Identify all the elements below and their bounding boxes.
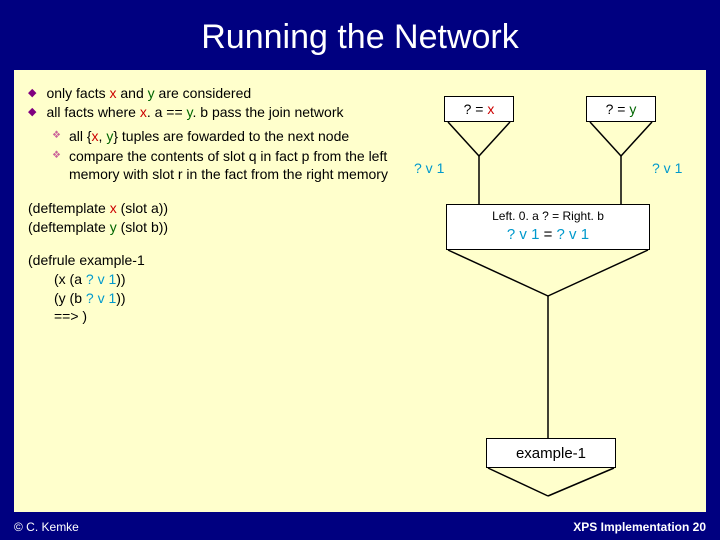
bullet-1-x: x xyxy=(110,85,117,101)
label-v1-right: ? v 1 xyxy=(652,160,682,176)
code-line-1: (deftemplate x (slot a)) xyxy=(28,199,388,218)
code-block: (deftemplate x (slot a)) (deftemplate y … xyxy=(28,199,388,326)
slide-title: Running the Network xyxy=(0,0,720,67)
node-x: ? = x xyxy=(444,96,514,122)
code-line-4: (x (a ? v 1)) xyxy=(28,270,388,289)
sub-bullet-2: ❖ compare the contents of slot q in fact… xyxy=(52,147,388,183)
code-line-3: (defrule example-1 xyxy=(28,251,388,270)
sub-1-a: all { xyxy=(69,128,92,144)
join-eq: ? v 1 = ? v 1 xyxy=(447,225,649,245)
diamond-icon: ❖ xyxy=(52,149,61,162)
footer-copyright: © C. Kemke xyxy=(14,520,79,534)
content-panel: ◆ only facts x and y are considered ◆ al… xyxy=(14,70,706,512)
join-condition: Left. 0. a ? = Right. b xyxy=(447,209,649,225)
bullet-1-text-b: and xyxy=(117,85,148,101)
bullet-1-text-c: are considered xyxy=(155,85,252,101)
footer-page: XPS Implementation 20 xyxy=(573,520,706,534)
bullet-2-x: x xyxy=(140,104,147,120)
bullet-2-text-b: . a == xyxy=(147,104,187,120)
bullet-1-text-a: only facts xyxy=(46,85,109,101)
code-line-5: (y (b ? v 1)) xyxy=(28,289,388,308)
diamond-icon: ❖ xyxy=(52,129,61,142)
sub-2-text: compare the contents of slot q in fact p… xyxy=(69,147,388,183)
join-node: Left. 0. a ? = Right. b ? v 1 = ? v 1 xyxy=(446,204,650,250)
network-diagram: ? = x ? = y ? v 1 ? v 1 Left. 0. a ? = R… xyxy=(408,76,688,506)
sub-bullet-1: ❖ all {x, y} tuples are fowarded to the … xyxy=(52,127,388,145)
code-line-6: ==> ) xyxy=(28,307,388,326)
sub-1-x: x xyxy=(92,128,99,144)
label-v1-left: ? v 1 xyxy=(414,160,444,176)
example-node: example-1 xyxy=(486,438,616,468)
diamond-icon: ◆ xyxy=(28,86,36,100)
diamond-icon: ◆ xyxy=(28,105,36,119)
node-y: ? = y xyxy=(586,96,656,122)
bullet-2-text-c: . b pass the join network xyxy=(193,104,344,120)
code-line-2: (deftemplate y (slot b)) xyxy=(28,218,388,237)
bullet-2-text-a: all facts where xyxy=(46,104,139,120)
sub-1-c: } tuples are fowarded to the next node xyxy=(113,128,349,144)
bullet-1: ◆ only facts x and y are considered xyxy=(28,84,388,102)
bullet-1-y: y xyxy=(148,85,155,101)
bullet-2: ◆ all facts where x. a == y. b pass the … xyxy=(28,103,388,121)
text-column: ◆ only facts x and y are considered ◆ al… xyxy=(28,84,388,326)
